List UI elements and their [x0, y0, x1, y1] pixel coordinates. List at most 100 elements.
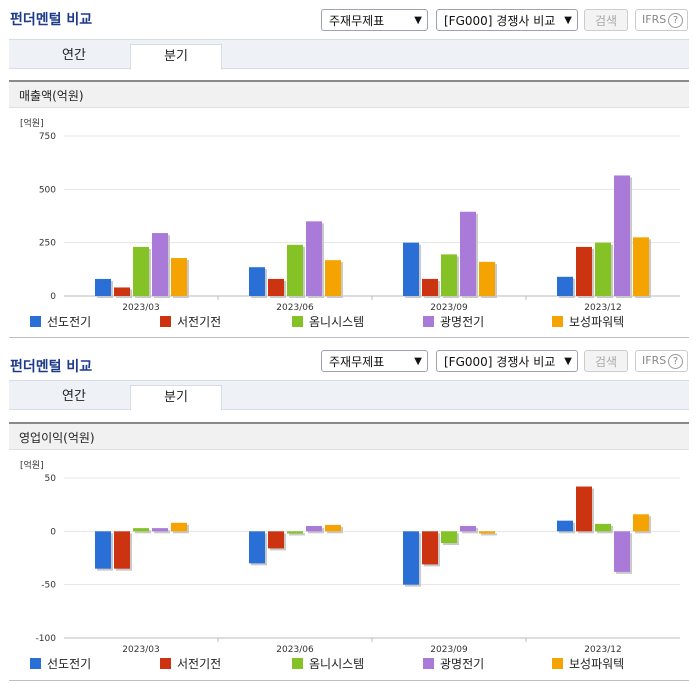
- bar-서전기전-2023/09: [422, 531, 438, 565]
- revenue-chart: [억원] 0 250 500 750 2023/03 2023/06 2023/09 2023/…: [20, 117, 680, 312]
- legend-swatch: [160, 658, 171, 669]
- legend-label: 서전기전: [177, 315, 222, 329]
- ifrs-button[interactable]: IFRS ?: [635, 9, 688, 31]
- x-tick-label: 2023/06: [276, 303, 314, 312]
- legend-item: 광명전기: [423, 655, 484, 672]
- panel-divider: [9, 680, 689, 681]
- y-tick-label: 0: [50, 527, 56, 537]
- bar-선도전기-2023/06: [249, 531, 265, 564]
- ifrs-button[interactable]: IFRS ?: [635, 350, 688, 372]
- legend-label: 광명전기: [440, 315, 485, 329]
- bar-선도전기-2023/09: [403, 242, 419, 296]
- peer-group-select[interactable]: [FG000] 경쟁사 비교 ▼: [436, 350, 578, 372]
- bar-shadow: [135, 530, 151, 534]
- statement-select-value: 주재무제표: [329, 14, 385, 28]
- statement-select[interactable]: 주재무제표 ▼: [321, 350, 428, 372]
- bar-서전기전-2023/12: [576, 486, 592, 532]
- bar-옴니시스템-2023/03: [133, 246, 149, 296]
- bar-보성파워텍-2023/06: [325, 260, 341, 296]
- legend-item: 선도전기: [30, 655, 91, 672]
- panel-divider: [9, 337, 689, 338]
- bar-서전기전-2023/09: [422, 278, 438, 296]
- y-tick-label: -100: [36, 634, 57, 644]
- x-tick-label: 2023/03: [122, 645, 159, 654]
- bar-광명전기-2023/06: [306, 526, 322, 532]
- legend-label: 서전기전: [177, 657, 222, 671]
- y-tick-label: 0: [50, 292, 56, 302]
- panel-title: 펀더멘털 비교: [10, 12, 93, 28]
- bar-보성파워텍-2023/03: [171, 522, 187, 532]
- panel-title: 펀더멘털 비교: [10, 359, 93, 375]
- help-icon[interactable]: ?: [668, 354, 683, 369]
- bar-보성파워텍-2023/06: [325, 524, 341, 532]
- bar-선도전기-2023/03: [95, 531, 111, 569]
- bar-서전기전-2023/06: [268, 278, 284, 296]
- bar-옴니시스템-2023/06: [287, 244, 303, 296]
- legend-swatch: [30, 658, 41, 669]
- legend-swatch: [292, 316, 303, 327]
- bar-옴니시스템-2023/09: [441, 531, 457, 544]
- search-button[interactable]: 검색: [584, 9, 628, 31]
- search-button[interactable]: 검색: [584, 350, 628, 372]
- ifrs-label: IFRS: [642, 13, 667, 26]
- legend-item: 서전기전: [160, 313, 221, 330]
- bar-선도전기-2023/12: [557, 520, 573, 532]
- bar-shadow: [289, 533, 305, 536]
- legend-swatch: [552, 316, 563, 327]
- bar-옴니시스템-2023/06: [287, 531, 303, 534]
- bar-shadow: [154, 530, 170, 534]
- legend-label: 선도전기: [47, 315, 92, 329]
- bar-선도전기-2023/03: [95, 278, 111, 296]
- tab-quarterly[interactable]: 분기: [130, 385, 222, 411]
- peer-group-select-value: [FG000] 경쟁사 비교: [444, 14, 556, 28]
- bar-선도전기-2023/09: [403, 531, 419, 585]
- x-tick-label: 2023/03: [122, 303, 159, 312]
- legend-swatch: [423, 316, 434, 327]
- legend-swatch: [292, 658, 303, 669]
- y-tick-label: 750: [39, 132, 56, 142]
- operating-profit-chart: [억원] -100 -50 0 50 2023/03 2023/06 2023/09 2023/…: [20, 459, 680, 654]
- legend-item: 서전기전: [160, 655, 221, 672]
- bar-옴니시스템-2023/12: [595, 523, 611, 532]
- legend-item: 옴니시스템: [292, 655, 364, 672]
- y-tick-label: 500: [39, 185, 56, 195]
- tab-annual[interactable]: 연간: [62, 389, 86, 404]
- section-header: 매출액(억원): [9, 80, 689, 108]
- legend-item: 선도전기: [30, 313, 91, 330]
- bar-선도전기-2023/12: [557, 276, 573, 296]
- bar-광명전기-2023/09: [460, 526, 476, 532]
- period-tabs: 연간 분기: [9, 39, 689, 70]
- legend-item: 광명전기: [423, 313, 484, 330]
- fundamental-panel-operating-profit: 펀더멘털 비교 주재무제표 ▼ [FG000] 경쟁사 비교 ▼ 검색 IFRS…: [0, 342, 696, 684]
- x-tick-label: 2023/12: [584, 303, 621, 312]
- bar-광명전기-2023/09: [460, 211, 476, 296]
- legend-item: 보성파워텍: [552, 655, 624, 672]
- tab-quarterly[interactable]: 분기: [130, 44, 222, 70]
- tab-annual[interactable]: 연간: [62, 48, 86, 63]
- bar-옴니시스템-2023/09: [441, 254, 457, 296]
- bar-보성파워텍-2023/12: [633, 237, 649, 296]
- chevron-down-icon: ▼: [564, 15, 572, 26]
- bar-옴니시스템-2023/03: [133, 528, 149, 532]
- bar-선도전기-2023/06: [249, 267, 265, 296]
- bar-서전기전-2023/03: [114, 531, 130, 569]
- legend-swatch: [423, 658, 434, 669]
- help-icon[interactable]: ?: [668, 13, 683, 28]
- peer-group-select[interactable]: [FG000] 경쟁사 비교 ▼: [436, 9, 578, 31]
- bar-광명전기-2023/03: [152, 233, 168, 296]
- statement-select[interactable]: 주재무제표 ▼: [321, 9, 428, 31]
- y-tick-label: -50: [41, 581, 56, 591]
- bar-광명전기-2023/12: [614, 531, 630, 572]
- y-unit-label: [억원]: [20, 117, 44, 129]
- legend-item: 보성파워텍: [552, 313, 624, 330]
- chevron-down-icon: ▼: [564, 356, 572, 367]
- chevron-down-icon: ▼: [414, 356, 422, 367]
- bar-옴니시스템-2023/12: [595, 242, 611, 296]
- bar-서전기전-2023/12: [576, 246, 592, 296]
- legend-label: 광명전기: [440, 657, 485, 671]
- bar-보성파워텍-2023/03: [171, 258, 187, 296]
- chevron-down-icon: ▼: [414, 15, 422, 26]
- legend-label: 보성파워텍: [569, 657, 625, 671]
- fundamental-panel-revenue: 펀더멘털 비교 주재무제표 ▼ [FG000] 경쟁사 비교 ▼ 검색 IFRS…: [9, 9, 689, 338]
- bar-보성파워텍-2023/12: [633, 514, 649, 532]
